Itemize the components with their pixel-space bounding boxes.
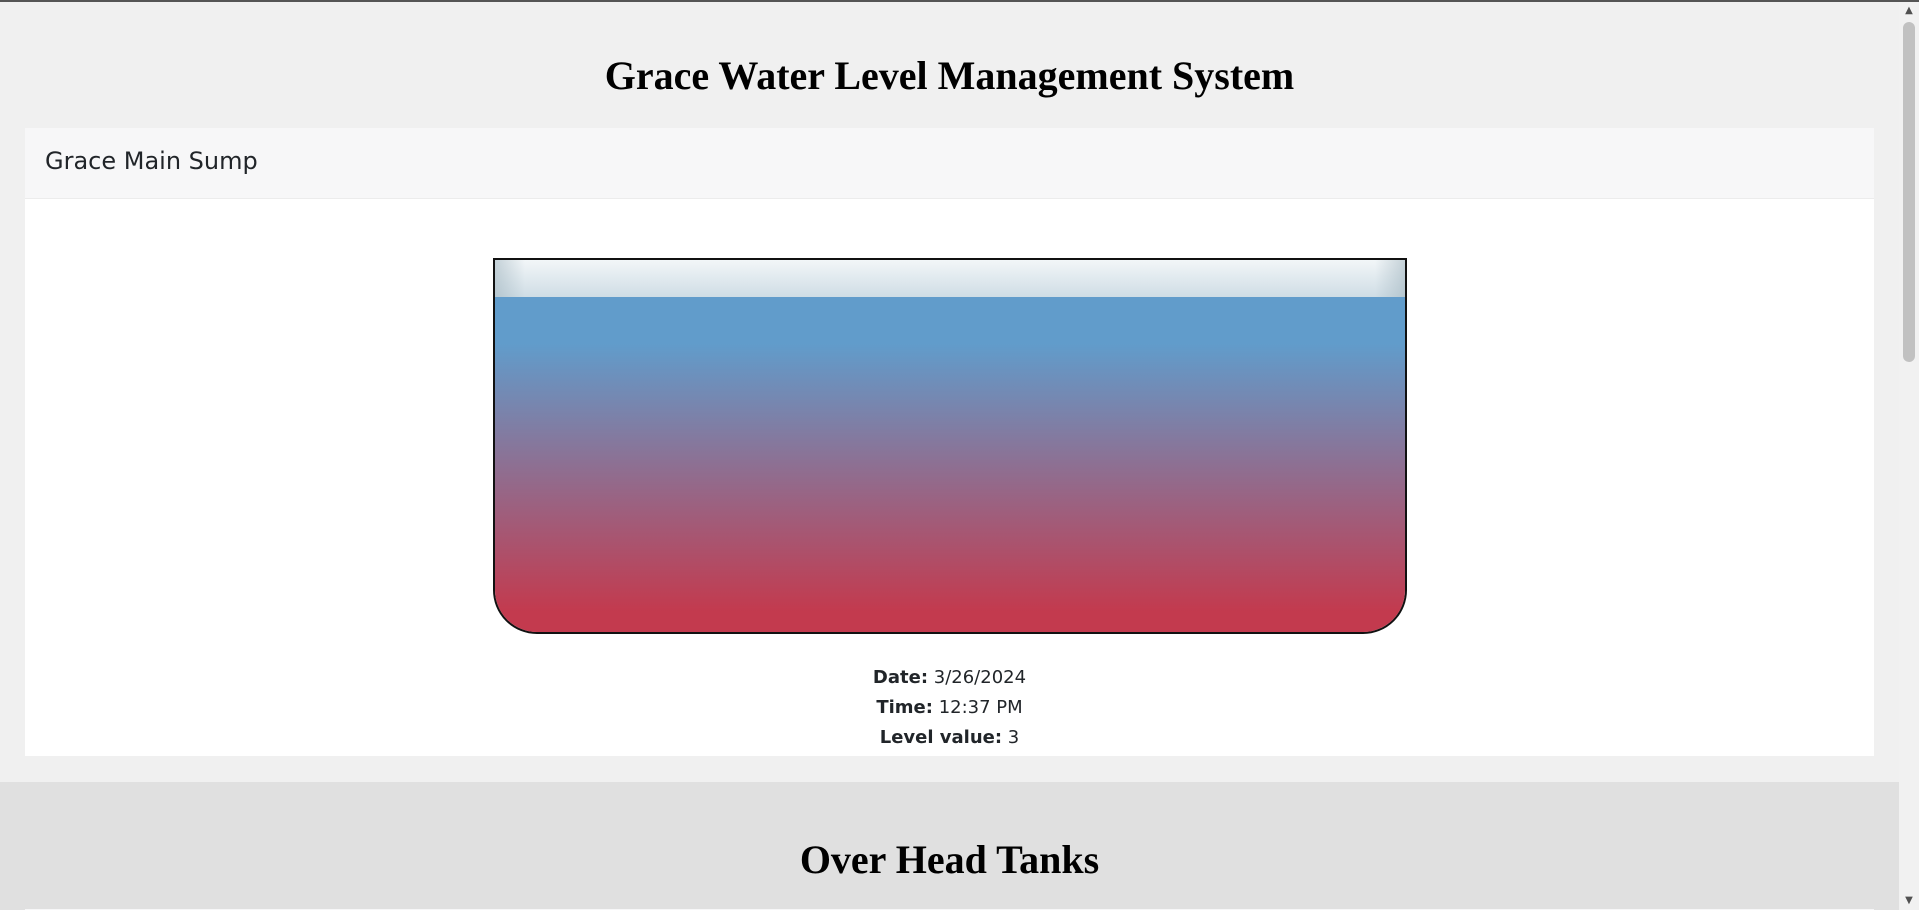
level-label: Level value: bbox=[879, 727, 1003, 748]
page-title: Grace Water Level Management System bbox=[604, 53, 1295, 98]
overhead-tanks-section: Over Head Tanks bbox=[0, 782, 1899, 910]
date-value: 3/26/2024 bbox=[933, 667, 1027, 688]
scrollbar-thumb[interactable] bbox=[1903, 22, 1915, 362]
time-row: Time: 12:37 PM bbox=[25, 693, 1874, 723]
vertical-scrollbar[interactable]: ▲ ▼ bbox=[1899, 2, 1919, 910]
date-row: Date: 3/26/2024 bbox=[25, 663, 1874, 693]
level-row: Level value: 3 bbox=[25, 723, 1874, 753]
sump-card-header: Grace Main Sump bbox=[25, 128, 1874, 199]
tank-empty-space bbox=[495, 260, 1405, 298]
triangle-up-icon[interactable]: ▲ bbox=[1905, 5, 1913, 16]
window-top-border bbox=[0, 0, 1919, 2]
level-value: 3 bbox=[1007, 727, 1020, 748]
sump-card: Grace Main Sump Date: 3/26/2024 Time: 12… bbox=[25, 128, 1874, 756]
triangle-down-icon[interactable]: ▼ bbox=[1905, 895, 1913, 906]
time-label: Time: bbox=[876, 697, 933, 718]
sump-readings: Date: 3/26/2024 Time: 12:37 PM Level val… bbox=[25, 663, 1874, 753]
overhead-tanks-title: Over Head Tanks bbox=[799, 837, 1100, 882]
water-tank-gauge bbox=[493, 258, 1407, 634]
date-label: Date: bbox=[872, 667, 929, 688]
sump-name: Grace Main Sump bbox=[45, 147, 258, 175]
tank-water-fill bbox=[495, 297, 1405, 632]
time-value: 12:37 PM bbox=[938, 697, 1023, 718]
